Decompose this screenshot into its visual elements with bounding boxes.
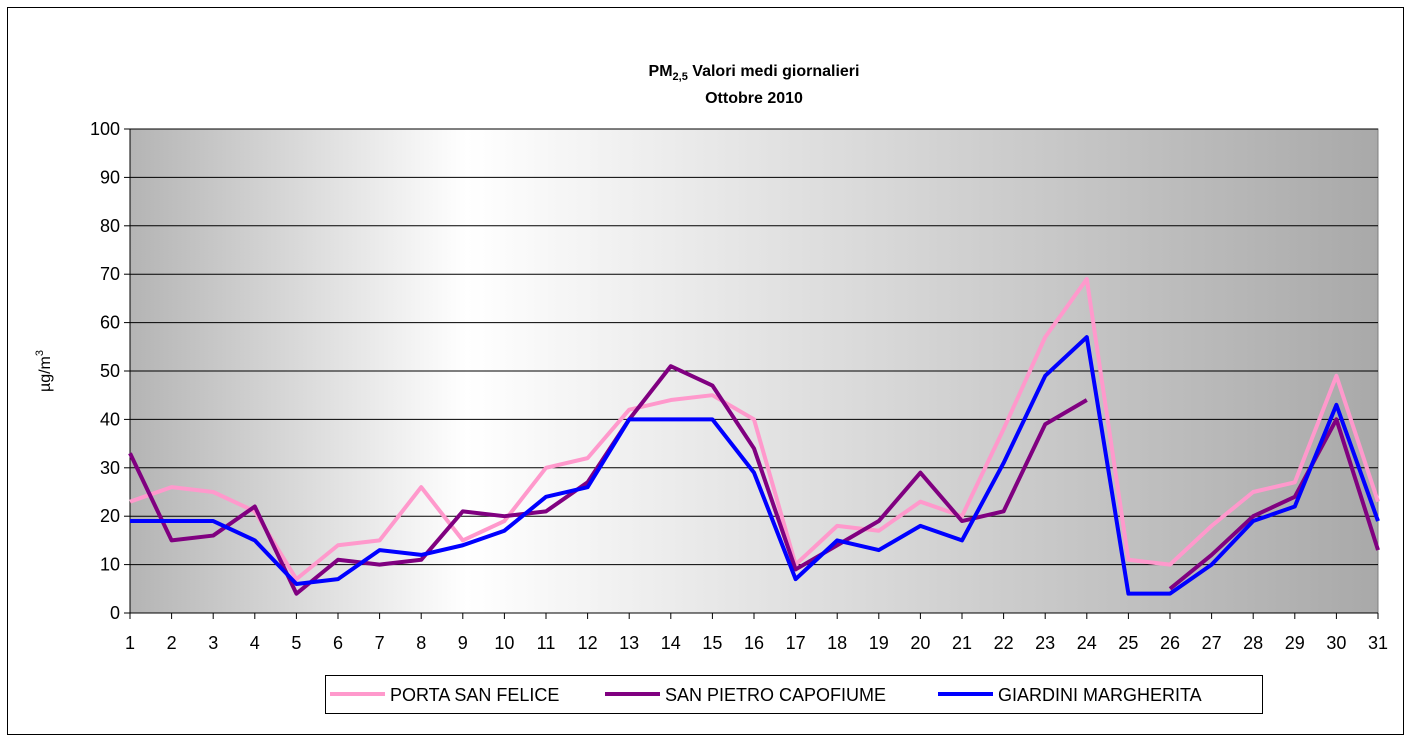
x-tick-label: 27: [1202, 633, 1222, 653]
x-tick-label: 5: [291, 633, 301, 653]
chart-subtitle: Ottobre 2010: [705, 90, 803, 107]
x-tick-label: 2: [167, 633, 177, 653]
y-label-superscript: 3: [34, 350, 46, 356]
x-tick-label: 29: [1285, 633, 1305, 653]
y-tick-label: 20: [100, 506, 120, 526]
x-tick-label: 25: [1118, 633, 1138, 653]
x-tick-label: 13: [619, 633, 639, 653]
x-tick-label: 12: [578, 633, 598, 653]
x-tick-label: 18: [827, 633, 847, 653]
x-tick-label: 7: [375, 633, 385, 653]
title-subscript: 2,5: [673, 71, 688, 83]
legend-label: SAN PIETRO CAPOFIUME: [665, 685, 886, 705]
y-tick-label: 0: [110, 603, 120, 623]
y-tick-label: 60: [100, 313, 120, 333]
x-tick-label: 22: [994, 633, 1014, 653]
x-tick-label: 28: [1243, 633, 1263, 653]
series-line: [130, 335, 1380, 596]
legend-label: GIARDINI MARGHERITA: [998, 685, 1202, 705]
x-tick-label: 21: [952, 633, 972, 653]
x-tick-label: 6: [333, 633, 343, 653]
x-tick-label: 10: [494, 633, 514, 653]
x-tick-label: 9: [458, 633, 468, 653]
x-tick-label: 14: [661, 633, 681, 653]
y-tick-label: 70: [100, 264, 120, 284]
x-tick-label: 4: [250, 633, 260, 653]
title-rest: Valori medi giornalieri: [688, 63, 860, 80]
chart-title: PM2,5 Valori medi giornalieri: [649, 63, 860, 83]
title-main: PM: [649, 63, 673, 80]
y-tick-label: 80: [100, 216, 120, 236]
x-tick-label: 24: [1077, 633, 1097, 653]
x-tick-label: 23: [1035, 633, 1055, 653]
x-tick-label: 26: [1160, 633, 1180, 653]
x-tick-label: 3: [208, 633, 218, 653]
y-tick-label: 10: [100, 555, 120, 575]
x-tick-label: 11: [537, 633, 556, 653]
legend-label: PORTA SAN FELICE: [390, 685, 559, 705]
series-line: [129, 277, 1380, 582]
x-tick-label: 20: [910, 633, 930, 653]
y-axis-label: µg/m3: [34, 350, 54, 392]
x-tick-label: 15: [702, 633, 722, 653]
x-tick-label: 16: [744, 633, 764, 653]
y-label-main: µg/m: [37, 356, 54, 392]
y-tick-label: 40: [100, 409, 120, 429]
y-tick-label: 50: [100, 361, 120, 381]
x-tick-label: 8: [416, 633, 426, 653]
y-tick-label: 30: [100, 458, 120, 478]
y-tick-label: 100: [90, 119, 120, 139]
x-tick-label: 19: [869, 633, 889, 653]
x-tick-label: 31: [1368, 633, 1388, 653]
y-tick-label: 90: [100, 167, 120, 187]
x-tick-label: 17: [786, 633, 806, 653]
x-tick-label: 30: [1326, 633, 1346, 653]
legend: [325, 675, 1263, 714]
x-tick-label: 1: [125, 633, 135, 653]
